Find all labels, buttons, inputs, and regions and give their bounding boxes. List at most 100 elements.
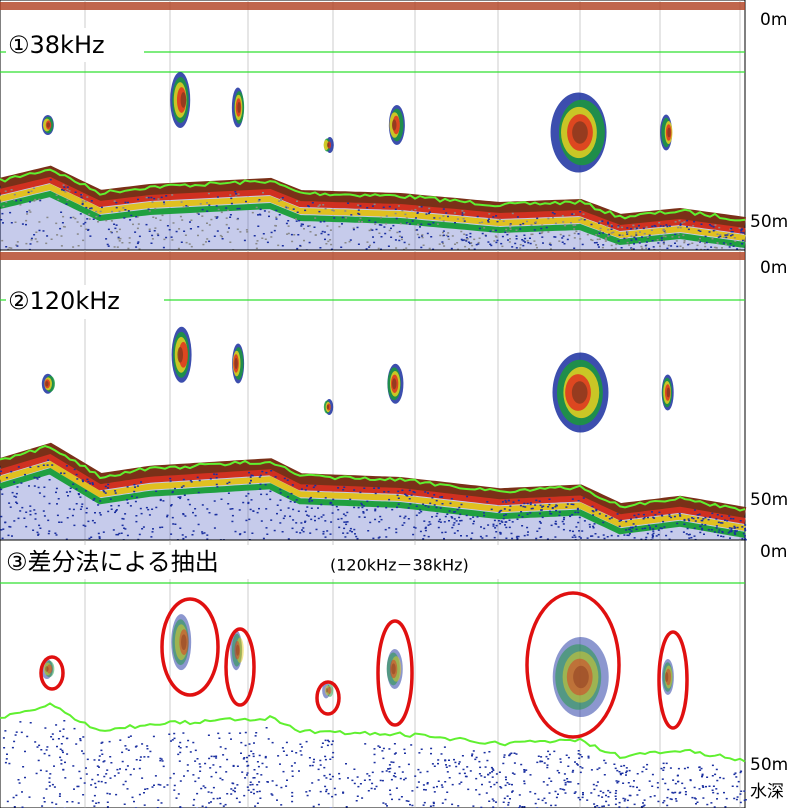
echo-noise [118,505,120,507]
echo-noise [149,231,151,233]
echo-noise [615,768,617,770]
echo-noise [741,243,743,245]
echo-noise [388,748,390,750]
echo-noise [155,491,157,493]
echo-noise [562,521,564,523]
echo-noise [582,244,584,246]
echo-noise [296,220,298,222]
echo-noise [711,513,713,515]
echo-noise [159,758,161,760]
echo-noise [602,247,604,249]
echo-noise [67,186,69,188]
echo-noise [580,772,582,774]
echo-noise [202,230,204,232]
echo-noise [404,242,406,244]
echo-noise [479,773,481,775]
echo-noise [503,756,505,758]
echo-noise [201,531,203,533]
echo-noise [49,503,51,505]
echo-noise [225,804,227,806]
echo-noise [324,520,326,522]
echo-noise [133,484,135,486]
echo-noise [25,220,27,222]
echo-noise [629,533,631,535]
echo-noise [652,530,654,532]
echo-noise [344,536,346,538]
echo-noise [566,755,568,757]
echo-noise [731,528,733,530]
fish-school [177,347,183,363]
echo-noise [534,229,536,231]
echo-noise [463,234,465,236]
echo-noise [662,778,664,780]
echo-noise [137,243,139,245]
echo-noise [712,792,714,794]
echo-noise [366,501,368,503]
echo-noise [429,523,431,525]
echo-noise [499,532,501,534]
echo-noise [679,513,681,515]
echo-noise [15,502,17,504]
echo-noise [442,243,444,245]
echo-noise [192,512,194,514]
echo-noise [399,236,401,238]
echo-noise [372,538,374,540]
echo-noise [582,792,584,794]
echo-noise [389,794,391,796]
echo-noise [474,759,476,761]
echo-noise [113,529,115,531]
echo-noise [425,530,427,532]
echo-noise [441,241,443,243]
echo-noise [714,224,716,226]
echo-noise [398,240,400,242]
echo-noise [299,245,301,247]
echo-noise [615,790,617,792]
echo-noise [574,512,576,513]
echo-noise [15,222,17,224]
echo-noise [35,518,37,520]
echo-noise [676,240,678,242]
echo-noise [623,765,625,767]
echo-noise [328,234,330,236]
echo-noise [616,770,618,772]
echo-noise [638,514,640,516]
echo-noise [4,730,6,732]
echo-noise [516,538,518,540]
echo-noise [672,779,674,781]
echo-noise [181,201,183,203]
echo-noise [25,526,27,528]
echo-noise [374,754,376,756]
echo-noise [227,503,229,505]
echo-noise [92,520,94,522]
echo-noise [509,238,511,240]
echo-noise [638,790,640,792]
echo-noise [582,794,584,796]
echo-noise [691,243,693,245]
echo-noise [360,783,362,785]
echo-noise [26,213,28,215]
echo-noise [687,244,689,246]
echo-noise [286,780,288,782]
echo-noise [507,804,509,806]
echo-noise [563,517,565,519]
echo-noise [7,801,9,803]
echo-noise [33,509,35,511]
echo-noise [432,222,434,224]
echo-noise [600,791,602,793]
echo-noise [393,762,395,764]
echo-noise [459,520,461,522]
echo-noise [740,791,742,793]
echo-noise [631,248,633,250]
echo-noise [701,524,703,526]
echo-noise [221,212,223,214]
echo-noise [173,773,175,775]
echo-noise [544,762,546,764]
echo-noise [477,243,479,245]
echo-noise [433,805,435,807]
echo-noise [180,496,182,498]
echo-noise [31,191,33,193]
echo-noise [174,738,176,740]
echo-noise [104,760,106,762]
echo-noise [717,514,719,516]
echo-noise [198,492,200,494]
